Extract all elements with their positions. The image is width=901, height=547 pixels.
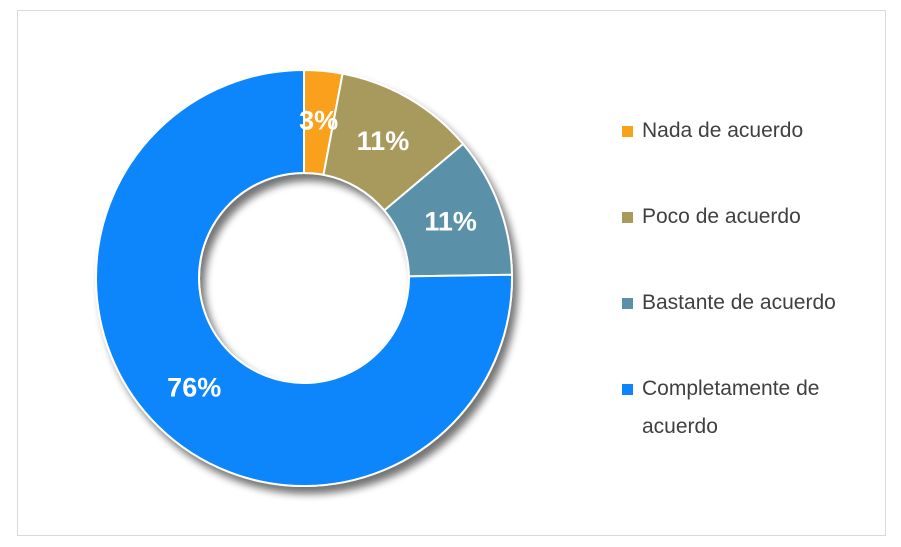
legend-item: Nada de acuerdo (622, 112, 872, 198)
legend-swatch (622, 298, 633, 309)
legend-item: Completamente de acuerdo (622, 370, 872, 456)
legend-swatch (622, 212, 633, 223)
slice-label: 3% (299, 105, 338, 135)
legend-label: Nada de acuerdo (642, 119, 804, 142)
chart-frame (17, 10, 886, 536)
legend-label: Bastante de acuerdo (642, 291, 836, 314)
slice-label: 11% (424, 206, 477, 236)
slice (95, 68, 513, 487)
legend-label: Completamente de acuerdo (642, 377, 820, 438)
slice-label: 11% (357, 126, 410, 156)
legend-swatch (622, 126, 633, 137)
legend-item: Poco de acuerdo (622, 198, 872, 284)
legend-label: Poco de acuerdo (642, 205, 801, 228)
legend: Nada de acuerdo Poco de acuerdo Bastante d… (622, 112, 872, 456)
legend-swatch (622, 384, 633, 395)
donut (95, 68, 513, 487)
slice-label: 76% (167, 373, 221, 403)
legend-item: Bastante de acuerdo (622, 284, 872, 370)
